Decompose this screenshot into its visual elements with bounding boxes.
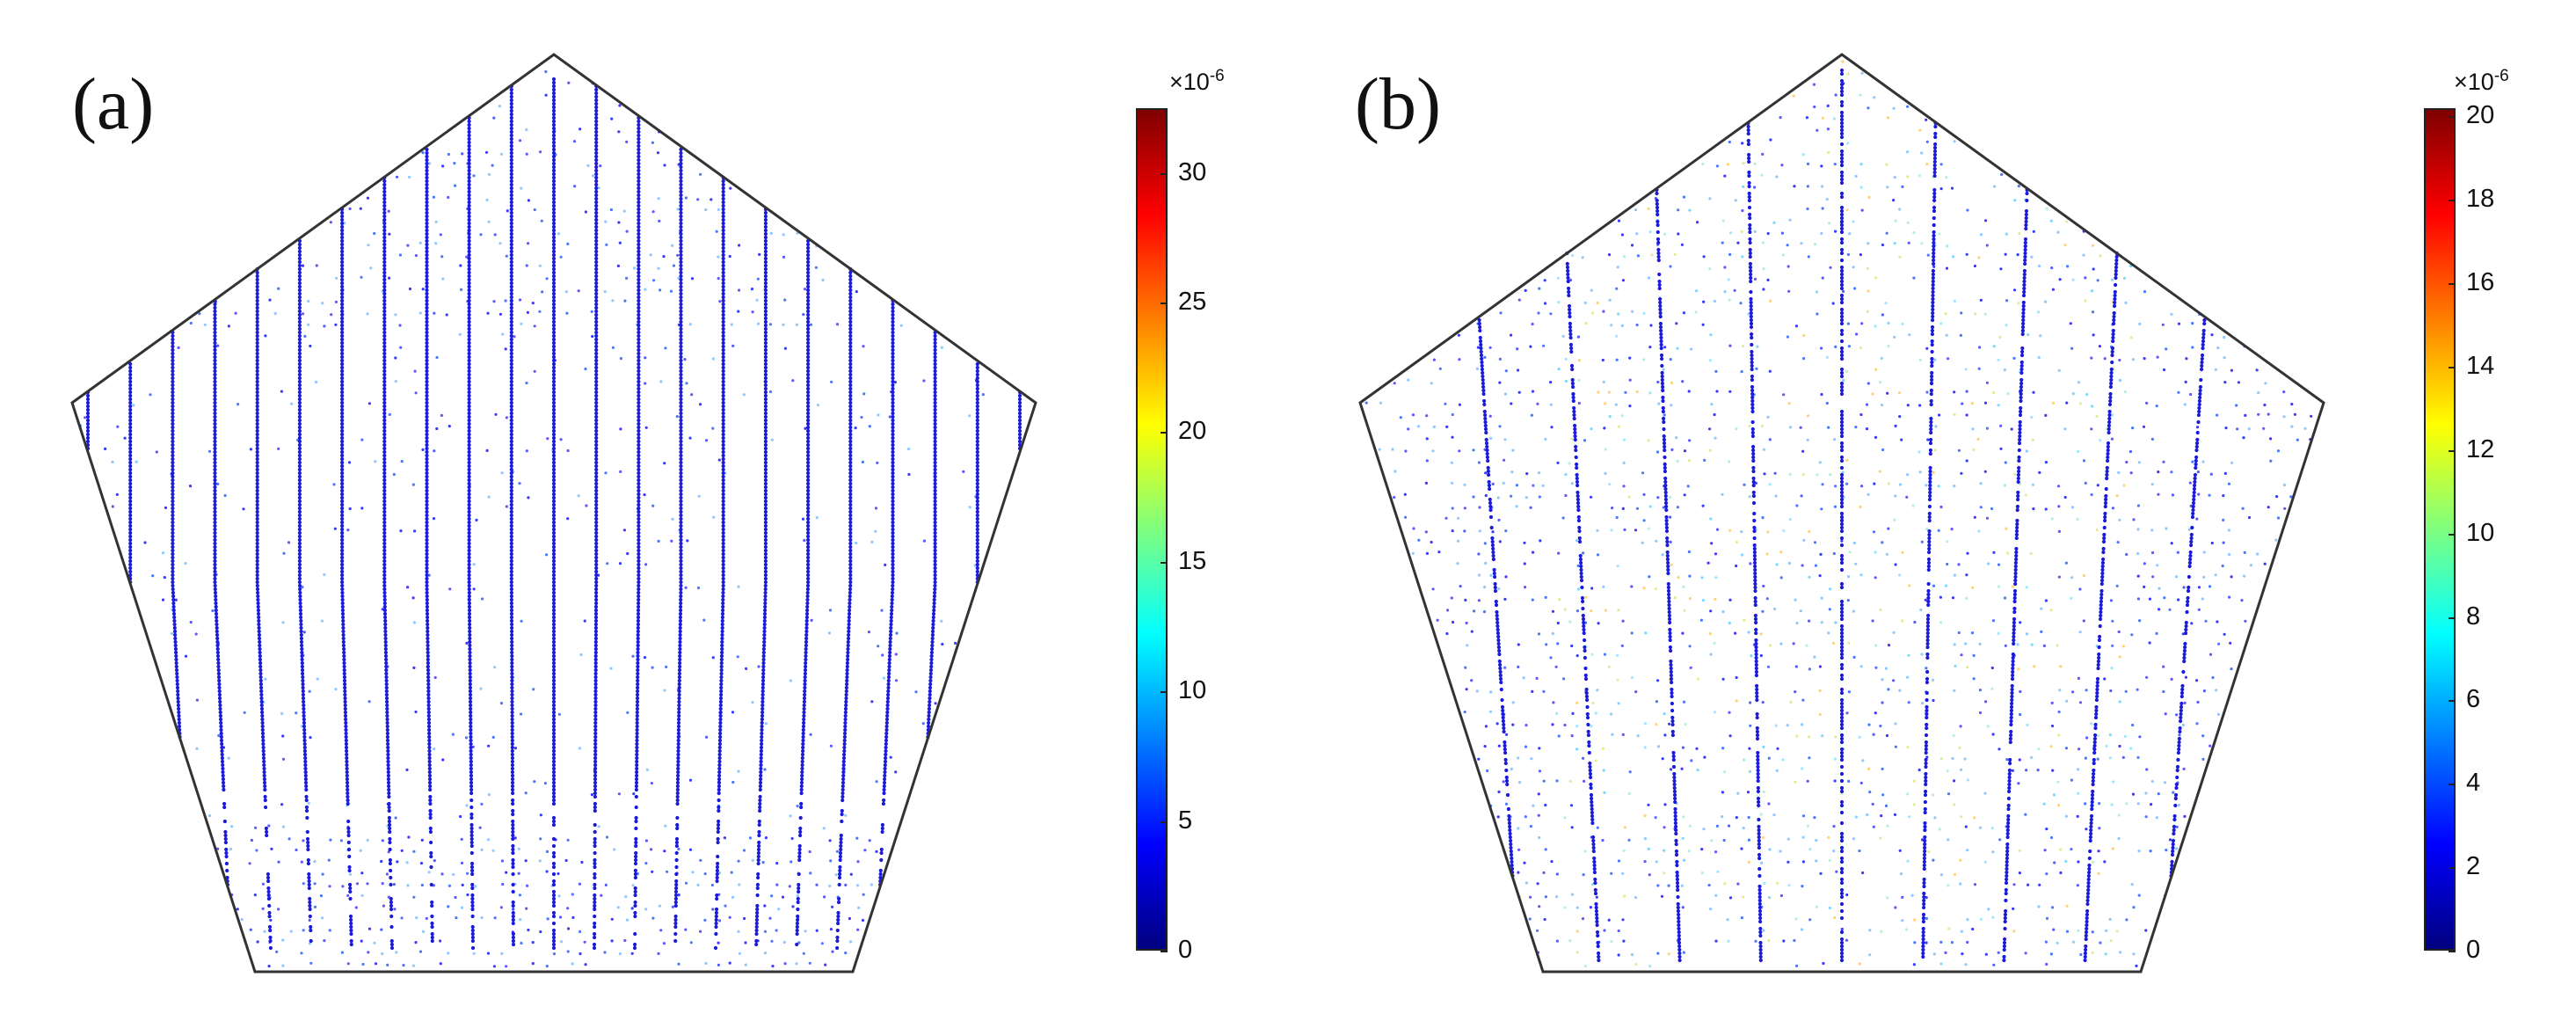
particle-field-a bbox=[70, 53, 1037, 974]
colorbar-tick-label: 14 bbox=[2466, 352, 2495, 381]
colorbar-a bbox=[1136, 108, 1168, 951]
colorbar-tick-mark bbox=[2449, 700, 2456, 703]
colorbar-b bbox=[2424, 108, 2456, 951]
colorbar-tick-label: 6 bbox=[2466, 685, 2481, 714]
colorbar-tick-label: 30 bbox=[1178, 157, 1207, 186]
particle-markers bbox=[1364, 60, 2313, 968]
colorbar-tick-mark bbox=[2449, 951, 2456, 952]
colorbar-tick-mark bbox=[2449, 283, 2456, 286]
colorbar-tick-label: 0 bbox=[2466, 936, 2481, 964]
colorbar-tick-label: 20 bbox=[1178, 417, 1207, 446]
colorbar-tick-label: 4 bbox=[2466, 769, 2481, 798]
pentagon-boundary bbox=[1358, 53, 2325, 974]
colorbar-tick-mark bbox=[1161, 951, 1168, 952]
colorbar-tick-mark bbox=[2449, 784, 2456, 786]
colorbar-tick-label: 16 bbox=[2466, 268, 2495, 297]
colorbar-tick-mark bbox=[1161, 561, 1168, 564]
colorbar-tick-label: 15 bbox=[1178, 546, 1207, 575]
colorbar-tick-label: 10 bbox=[1178, 676, 1207, 705]
panel-label-b: (b) bbox=[1355, 63, 1441, 145]
colorbar-multiplier-b: ×10-6 bbox=[2454, 67, 2509, 95]
colorbar-tick-label: 18 bbox=[2466, 185, 2495, 214]
colorbar-tick-mark bbox=[2449, 533, 2456, 536]
colorbar-tick-label: 0 bbox=[1178, 936, 1193, 964]
particle-markers bbox=[78, 69, 1022, 968]
panel-label-a: (a) bbox=[72, 63, 155, 145]
colorbar-tick-label: 10 bbox=[2466, 518, 2495, 547]
colorbar-tick-mark bbox=[1161, 691, 1168, 694]
colorbar-tick-mark bbox=[2449, 116, 2456, 119]
colorbar-tick-label: 8 bbox=[2466, 602, 2481, 631]
colorbar-tick-mark bbox=[1161, 172, 1168, 175]
colorbar-tick-mark bbox=[1161, 432, 1168, 434]
colorbar-tick-mark bbox=[2449, 449, 2456, 452]
colorbar-tick-label: 2 bbox=[2466, 852, 2481, 881]
pentagon-boundary bbox=[70, 53, 1037, 974]
colorbar-tick-mark bbox=[1161, 303, 1168, 305]
colorbar-tick-label: 12 bbox=[2466, 434, 2495, 463]
colorbar-tick-mark bbox=[2449, 367, 2456, 369]
colorbar-tick-label: 20 bbox=[2466, 101, 2495, 130]
colorbar-tick-mark bbox=[2449, 616, 2456, 619]
particle-field-b bbox=[1358, 53, 2325, 974]
colorbar-multiplier-a: ×10-6 bbox=[1169, 67, 1225, 95]
panel-a: (a) ×10-6 0 5 10 15 20 25 30 bbox=[70, 53, 1225, 974]
colorbar-tick-mark bbox=[2449, 867, 2456, 870]
colorbar-tick-mark bbox=[2449, 200, 2456, 202]
colorbar-tick-label: 25 bbox=[1178, 288, 1207, 317]
colorbar-tick-mark bbox=[1161, 820, 1168, 823]
colorbar-tick-label: 5 bbox=[1178, 806, 1193, 835]
panel-b: (b) ×10-6 0 2 4 6 8 10 12 14 16 18 20 bbox=[1288, 0, 2576, 1021]
